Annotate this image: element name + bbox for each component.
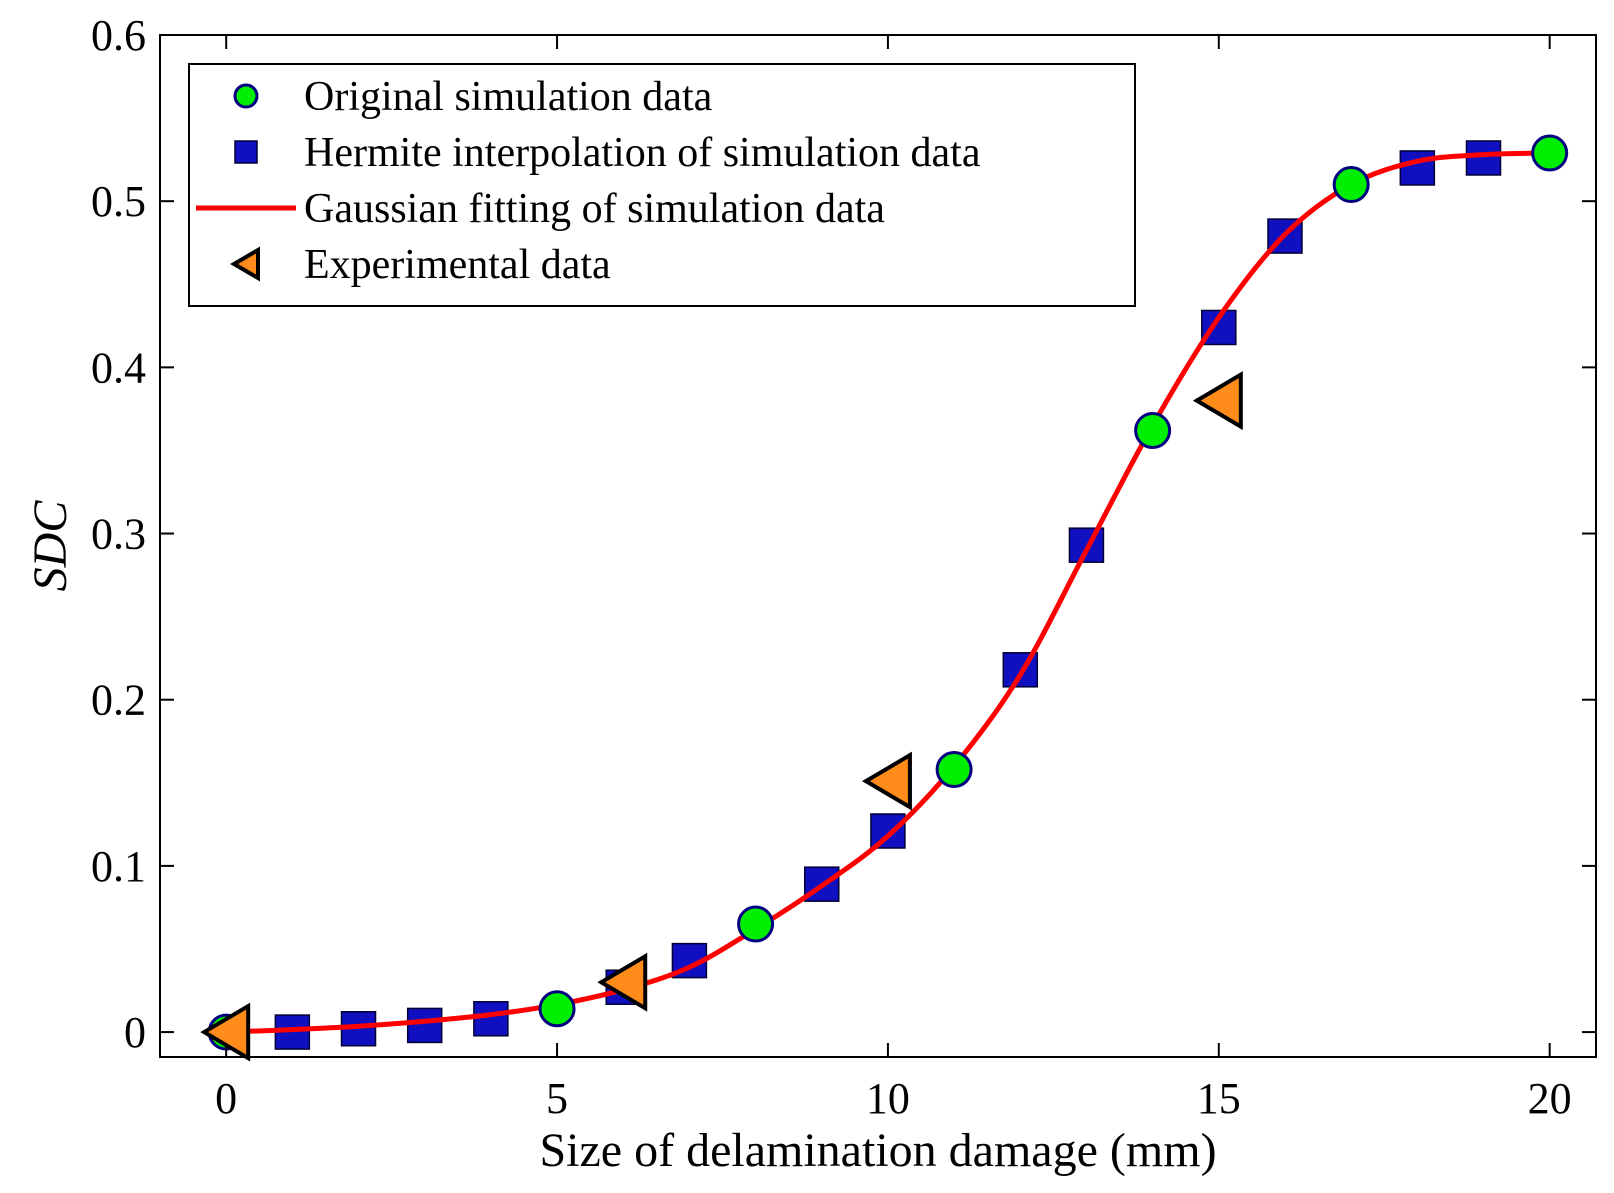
original-point (1134, 412, 1172, 450)
original-point (1531, 134, 1569, 172)
legend-item: Gaussian fitting of simulation data (196, 186, 885, 232)
legend-item: Experimental data (230, 242, 611, 288)
legend-box (188, 63, 1136, 307)
hermite-point (1399, 150, 1436, 186)
x-axis-label: Size of delamination damage (mm) (539, 1124, 1216, 1177)
hermite-point (870, 813, 906, 849)
legend-item: Hermite interpolation of simulation data (234, 130, 981, 176)
original-point (935, 751, 973, 789)
legend-label: Gaussian fitting of simulation data (304, 186, 885, 232)
y-tick-label: 0.2 (91, 676, 146, 725)
legend-square-icon (234, 140, 258, 164)
y-tick-label: 0.4 (91, 343, 146, 392)
plot-frame (159, 34, 1597, 1058)
legend: Original simulation data Hermite interpol… (188, 63, 1136, 307)
plot-layer (200, 134, 1569, 1062)
x-tick-label: 5 (546, 1074, 568, 1123)
hermite-point (1465, 140, 1502, 176)
legend-circle-icon (233, 83, 259, 109)
legend-label: Experimental data (304, 242, 611, 288)
y-tick-label: 0.6 (91, 11, 146, 60)
legend-label: Original simulation data (304, 74, 713, 120)
experimental-point (597, 952, 648, 1012)
x-tick-label: 0 (215, 1074, 237, 1123)
original-point (538, 990, 576, 1028)
ticks-layer: 0 5 10 15 20 0 0.1 0.2 0.3 0.4 0.5 0.6 (91, 11, 1596, 1123)
experimental-point (861, 751, 912, 811)
y-tick-label: 0.3 (91, 510, 146, 559)
x-tick-label: 20 (1528, 1074, 1572, 1123)
y-tick-label: 0.1 (91, 842, 146, 891)
x-tick-label: 10 (866, 1074, 910, 1123)
y-axis-label: SDC (24, 500, 77, 592)
x-tick-label: 15 (1197, 1074, 1241, 1123)
legend-triangle-icon (230, 246, 260, 282)
y-tick-label: 0.5 (91, 177, 146, 226)
experimental-point (1192, 371, 1243, 431)
gaussian-fit-line (226, 150, 1550, 1035)
legend-label: Hermite interpolation of simulation data (304, 130, 981, 176)
hermite-point (473, 1001, 509, 1037)
original-point (737, 905, 775, 943)
legend-items: Original simulation data Hermite interpol… (196, 74, 981, 288)
hermite-point (406, 1007, 443, 1044)
original-point (1332, 166, 1370, 204)
y-tick-label: 0 (124, 1008, 146, 1057)
legend-item: Original simulation data (233, 74, 713, 120)
